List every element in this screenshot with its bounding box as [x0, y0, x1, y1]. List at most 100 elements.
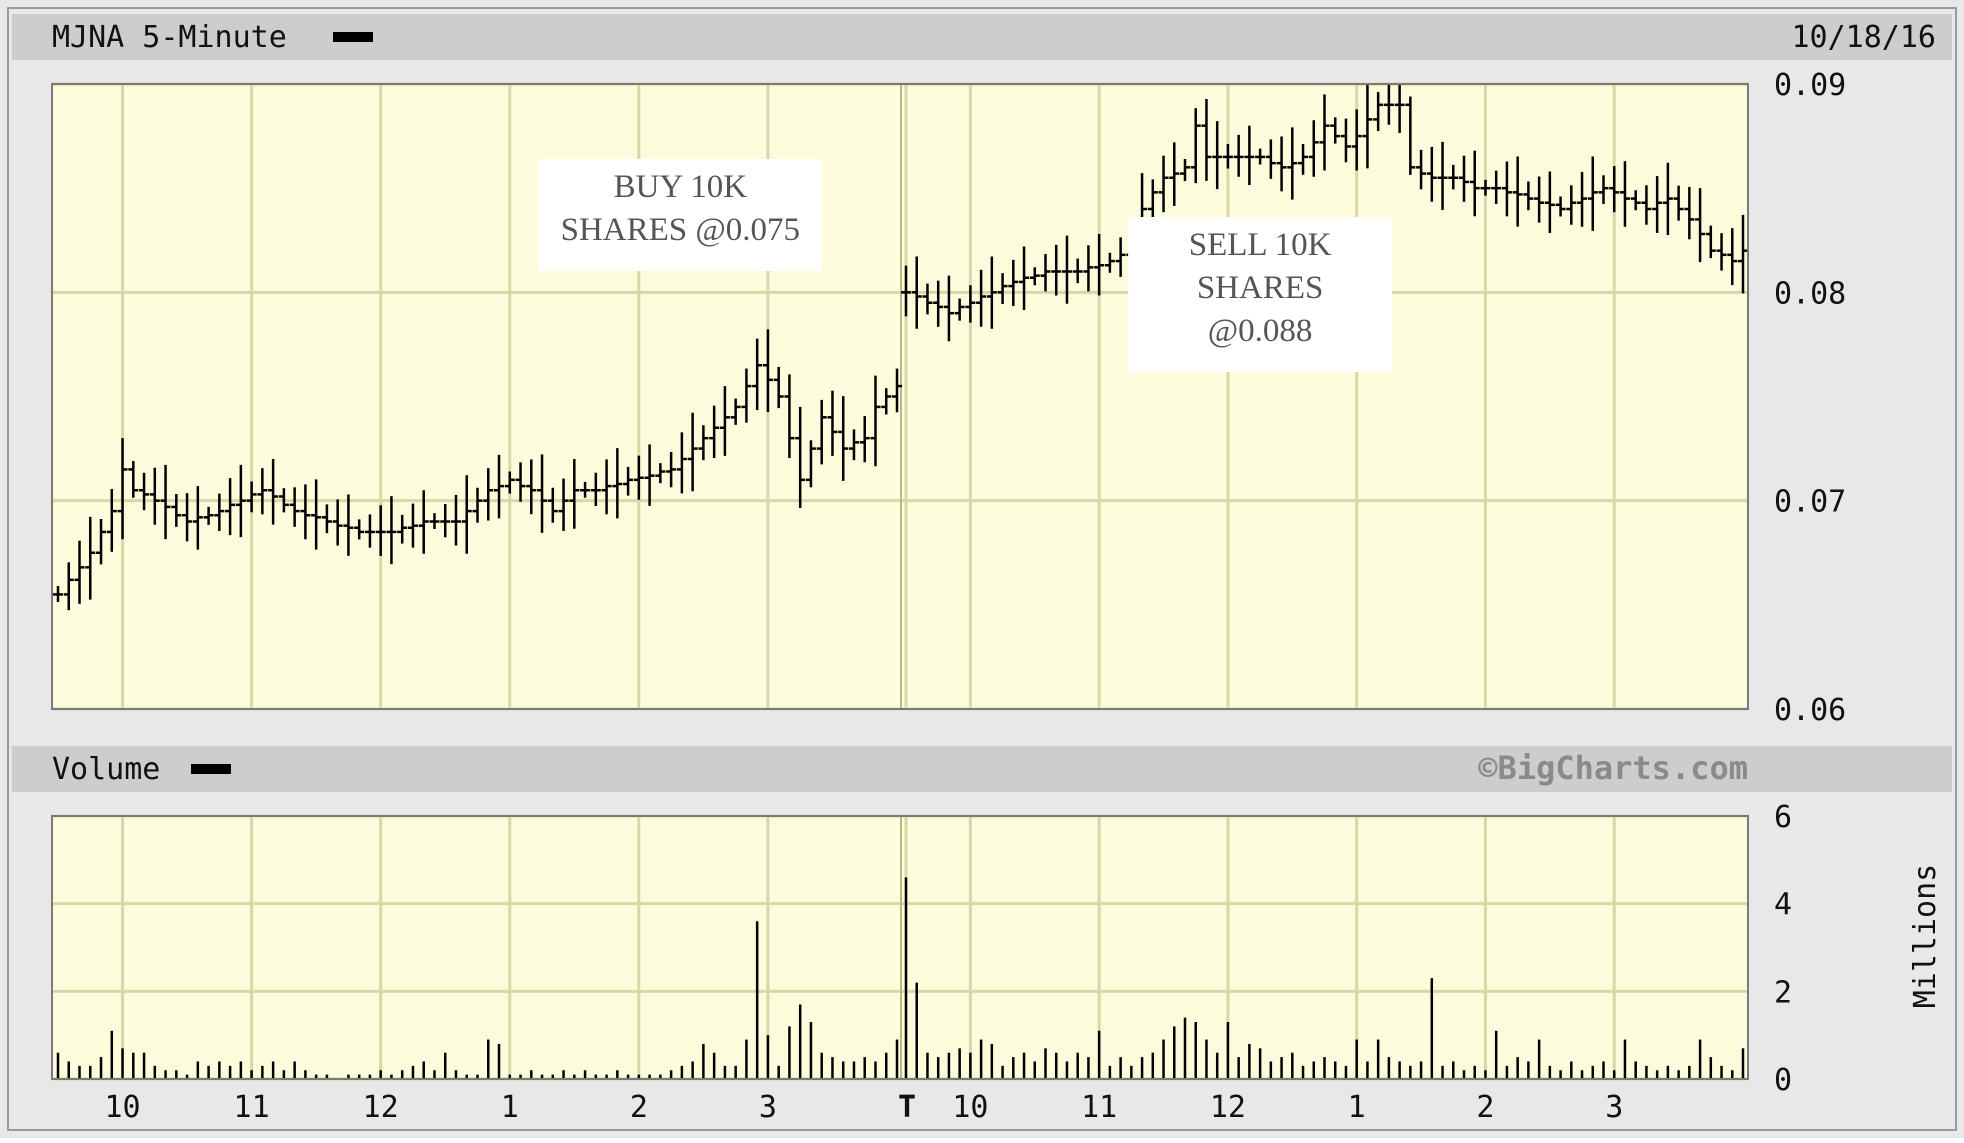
price-bar — [816, 399, 827, 465]
x-tick-label: 3 — [759, 1090, 777, 1125]
volume-y-axis-label: Millions — [1908, 864, 1943, 1009]
price-bar — [1233, 134, 1244, 177]
price-bar — [848, 429, 859, 461]
price-bar — [1061, 235, 1072, 304]
price-bar — [192, 486, 203, 550]
price-bar — [1212, 121, 1223, 190]
chart-date: 10/18/16 — [1792, 20, 1937, 55]
price-bar — [321, 504, 332, 534]
price-bar — [1072, 258, 1083, 284]
price-bar — [483, 468, 494, 521]
price-bar — [1255, 148, 1266, 165]
annotation-text-line: SHARES @0.075 — [561, 212, 800, 248]
price-bar — [569, 459, 580, 529]
price-plot-border — [51, 83, 1749, 710]
price-bar — [730, 398, 741, 425]
price-bar — [762, 329, 773, 413]
x-tick-label: 10 — [952, 1090, 988, 1125]
price-bar — [709, 405, 720, 459]
price-bar — [1630, 190, 1641, 211]
x-tick-label: 10 — [104, 1090, 140, 1125]
price-bar — [526, 459, 537, 515]
price-bar — [1308, 120, 1319, 177]
price-bar — [1287, 127, 1298, 200]
price-bar — [106, 489, 117, 552]
price-bar — [203, 506, 214, 525]
price-bar — [257, 468, 268, 515]
x-tick-label: 11 — [234, 1090, 270, 1125]
price-bar — [954, 298, 965, 321]
volume-y-tick-label: 6 — [1774, 800, 1792, 835]
price-bar — [1491, 170, 1502, 204]
price-bar — [901, 265, 911, 317]
price-bar — [666, 451, 677, 488]
price-bar — [698, 425, 709, 461]
price-bar — [1619, 161, 1630, 227]
price-bar — [214, 493, 225, 531]
bigcharts-credit: ©BigCharts.com — [1478, 749, 1748, 787]
price-bar — [911, 256, 922, 329]
price-bar — [1190, 108, 1201, 184]
price-bar — [160, 464, 171, 540]
price-bar — [85, 516, 96, 600]
price-bar — [1577, 171, 1588, 227]
price-bar — [1641, 185, 1652, 225]
price-bar — [1298, 144, 1309, 175]
price-bar — [612, 448, 623, 519]
volume-y-tick-label: 0 — [1774, 1063, 1792, 1098]
price-bar — [943, 275, 954, 342]
price-bar — [1684, 186, 1695, 240]
annotation-text-line: BUY 10K — [614, 169, 748, 205]
price-bar — [827, 390, 838, 456]
price-bar — [1459, 155, 1469, 202]
price-bar — [1319, 94, 1330, 171]
price-bar — [418, 490, 429, 554]
price-bar — [1029, 267, 1040, 286]
price-bar — [1169, 142, 1180, 206]
price-bar — [1716, 233, 1727, 271]
price-bar — [1727, 228, 1738, 286]
price-bar — [537, 454, 548, 533]
price-bar — [805, 440, 816, 488]
x-tick-label: 1 — [501, 1090, 519, 1125]
price-bar — [1695, 188, 1706, 263]
volume-bars — [56, 877, 1745, 1079]
price-bar — [1104, 252, 1115, 273]
price-bar — [450, 494, 461, 546]
price-y-tick-label: 0.08 — [1774, 276, 1846, 311]
price-bar — [268, 459, 279, 525]
price-bar — [623, 466, 634, 496]
price-bar — [965, 285, 976, 323]
price-bar — [1040, 254, 1051, 292]
trade-annotation: BUY 10K SHARES @0.075 — [538, 159, 823, 271]
price-bar — [1598, 175, 1609, 204]
price-bar — [1351, 109, 1362, 171]
price-bar — [687, 412, 698, 492]
price-bar — [149, 467, 160, 525]
price-bar — [343, 494, 354, 556]
price-header-bar — [12, 14, 1952, 60]
price-bar — [440, 504, 451, 538]
price-bar — [1094, 234, 1105, 296]
price-bar — [558, 478, 569, 531]
price-bar — [601, 459, 612, 515]
price-bar — [1652, 176, 1663, 233]
x-tick-label: 2 — [630, 1090, 648, 1125]
price-bar — [63, 562, 74, 611]
price-bar — [1555, 196, 1566, 217]
price-bar — [96, 519, 107, 565]
volume-y-ticks: 6 4 2 0 — [1774, 800, 1792, 1098]
price-bar — [881, 388, 892, 415]
price-bar — [590, 472, 601, 506]
price-bar — [246, 481, 257, 513]
price-y-tick-label: 0.06 — [1774, 693, 1846, 728]
volume-y-tick-label: 2 — [1774, 975, 1792, 1010]
price-bar — [976, 269, 987, 327]
price-bar — [1437, 141, 1448, 210]
x-tick-label: 1 — [1348, 1090, 1366, 1125]
price-bar — [1534, 176, 1545, 223]
trade-annotation: SELL 10K SHARES @0.088 — [1128, 217, 1393, 372]
price-bar — [1147, 179, 1158, 221]
price-bar — [311, 479, 322, 550]
price-bar — [1330, 117, 1341, 144]
